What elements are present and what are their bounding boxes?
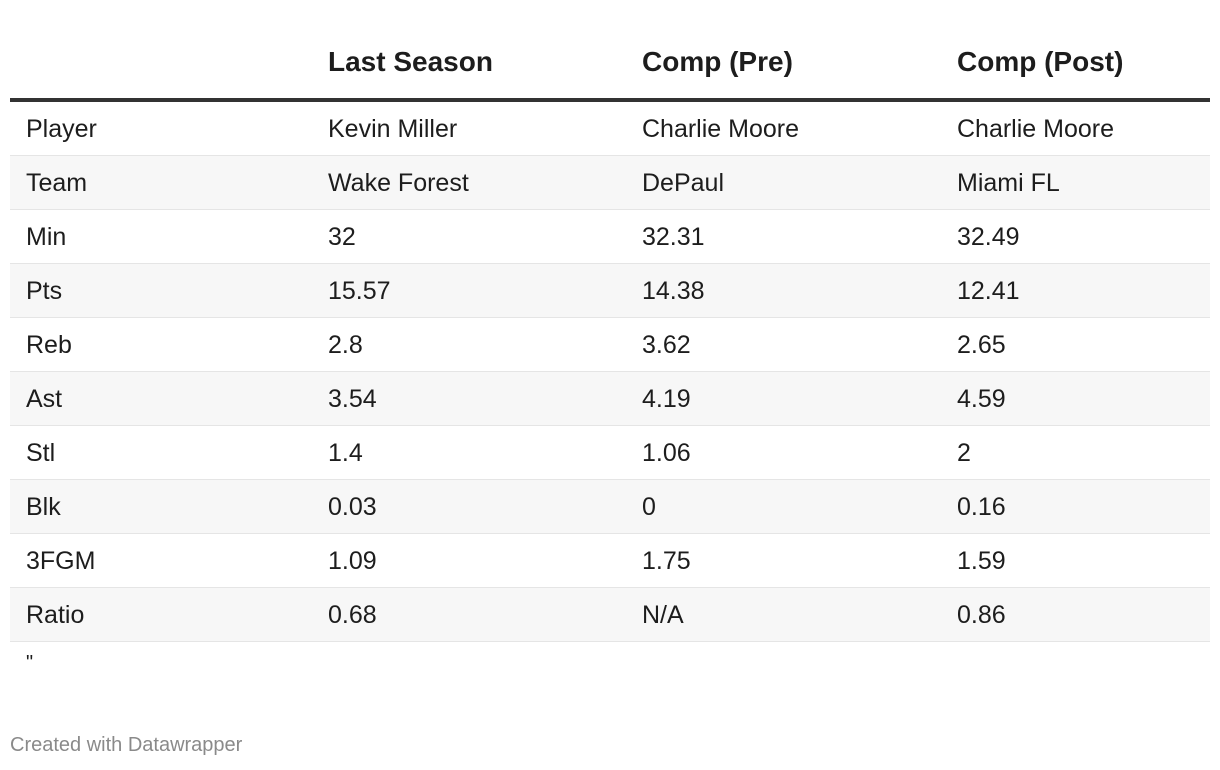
table-row: 3FGM 1.09 1.75 1.59 <box>10 534 1210 588</box>
table-note: " <box>26 652 34 674</box>
row-label: Ast <box>26 385 63 413</box>
table-cell: 1.4 <box>328 439 363 467</box>
table-cell: 3.62 <box>642 331 691 359</box>
table-cell: 32 <box>328 223 356 251</box>
table-cell: Charlie Moore <box>642 115 800 143</box>
table-cell: 12.41 <box>957 277 1020 305</box>
table-cell: 32.31 <box>642 223 705 251</box>
table-cell: Kevin Miller <box>328 115 458 143</box>
table-row: Ast 3.54 4.19 4.59 <box>10 372 1210 426</box>
table-cell: 0.86 <box>957 601 1006 629</box>
table-cell: 14.38 <box>642 277 705 305</box>
table-cell: 32.49 <box>957 223 1020 251</box>
header-last-season: Last Season <box>328 46 493 77</box>
table-cell: 4.59 <box>957 385 1006 413</box>
header-comp-post: Comp (Post) <box>957 46 1124 77</box>
table-cell: 3.54 <box>328 385 377 413</box>
table-cell: 0.68 <box>328 601 377 629</box>
table-row: Reb 2.8 3.62 2.65 <box>10 318 1210 372</box>
row-label: Reb <box>26 331 72 359</box>
credit-link[interactable]: Created with Datawrapper <box>10 734 243 756</box>
table-cell: 0.16 <box>957 493 1006 521</box>
table-cell: Wake Forest <box>328 169 469 197</box>
table-cell: 1.75 <box>642 547 691 575</box>
row-label: 3FGM <box>26 547 96 575</box>
table-cell: Miami FL <box>957 169 1060 197</box>
row-label: Pts <box>26 277 63 305</box>
table-row: Stl 1.4 1.06 2 <box>10 426 1210 480</box>
table-row: Min 32 32.31 32.49 <box>10 210 1210 264</box>
table-body: Player Kevin Miller Charlie Moore Charlie M… <box>10 102 1210 642</box>
table-cell: 2 <box>957 439 971 467</box>
table-cell: 1.59 <box>957 547 1006 575</box>
table-row: Pts 15.57 14.38 12.41 <box>10 264 1210 318</box>
table-cell: 15.57 <box>328 277 391 305</box>
table-cell: N/A <box>642 601 684 629</box>
table-cell: 4.19 <box>642 385 691 413</box>
table-cell: 0 <box>642 493 656 521</box>
table-cell: Charlie Moore <box>957 115 1115 143</box>
table-cell: 2.65 <box>957 331 1006 359</box>
table-cell: 1.09 <box>328 547 377 575</box>
table-header: Last Season Comp (Pre) Comp (Post) <box>10 30 1210 102</box>
table-row: Team Wake Forest DePaul Miami FL <box>10 156 1210 210</box>
row-label: Ratio <box>26 601 85 629</box>
table-cell: DePaul <box>642 169 724 197</box>
row-label: Blk <box>26 493 61 521</box>
row-label: Team <box>26 169 88 197</box>
table-row: Ratio 0.68 N/A 0.86 <box>10 588 1210 642</box>
row-label: Min <box>26 223 67 251</box>
header-comp-pre: Comp (Pre) <box>642 46 793 77</box>
table-row: Player Kevin Miller Charlie Moore Charlie M… <box>10 102 1210 156</box>
table-cell: 2.8 <box>328 331 363 359</box>
row-label: Player <box>26 115 97 143</box>
stats-table: Last Season Comp (Pre) Comp (Post) Playe… <box>10 30 1210 642</box>
table-cell: 1.06 <box>642 439 691 467</box>
table-row: Blk 0.03 0 0.16 <box>10 480 1210 534</box>
table-cell: 0.03 <box>328 493 377 521</box>
row-label: Stl <box>26 439 56 467</box>
